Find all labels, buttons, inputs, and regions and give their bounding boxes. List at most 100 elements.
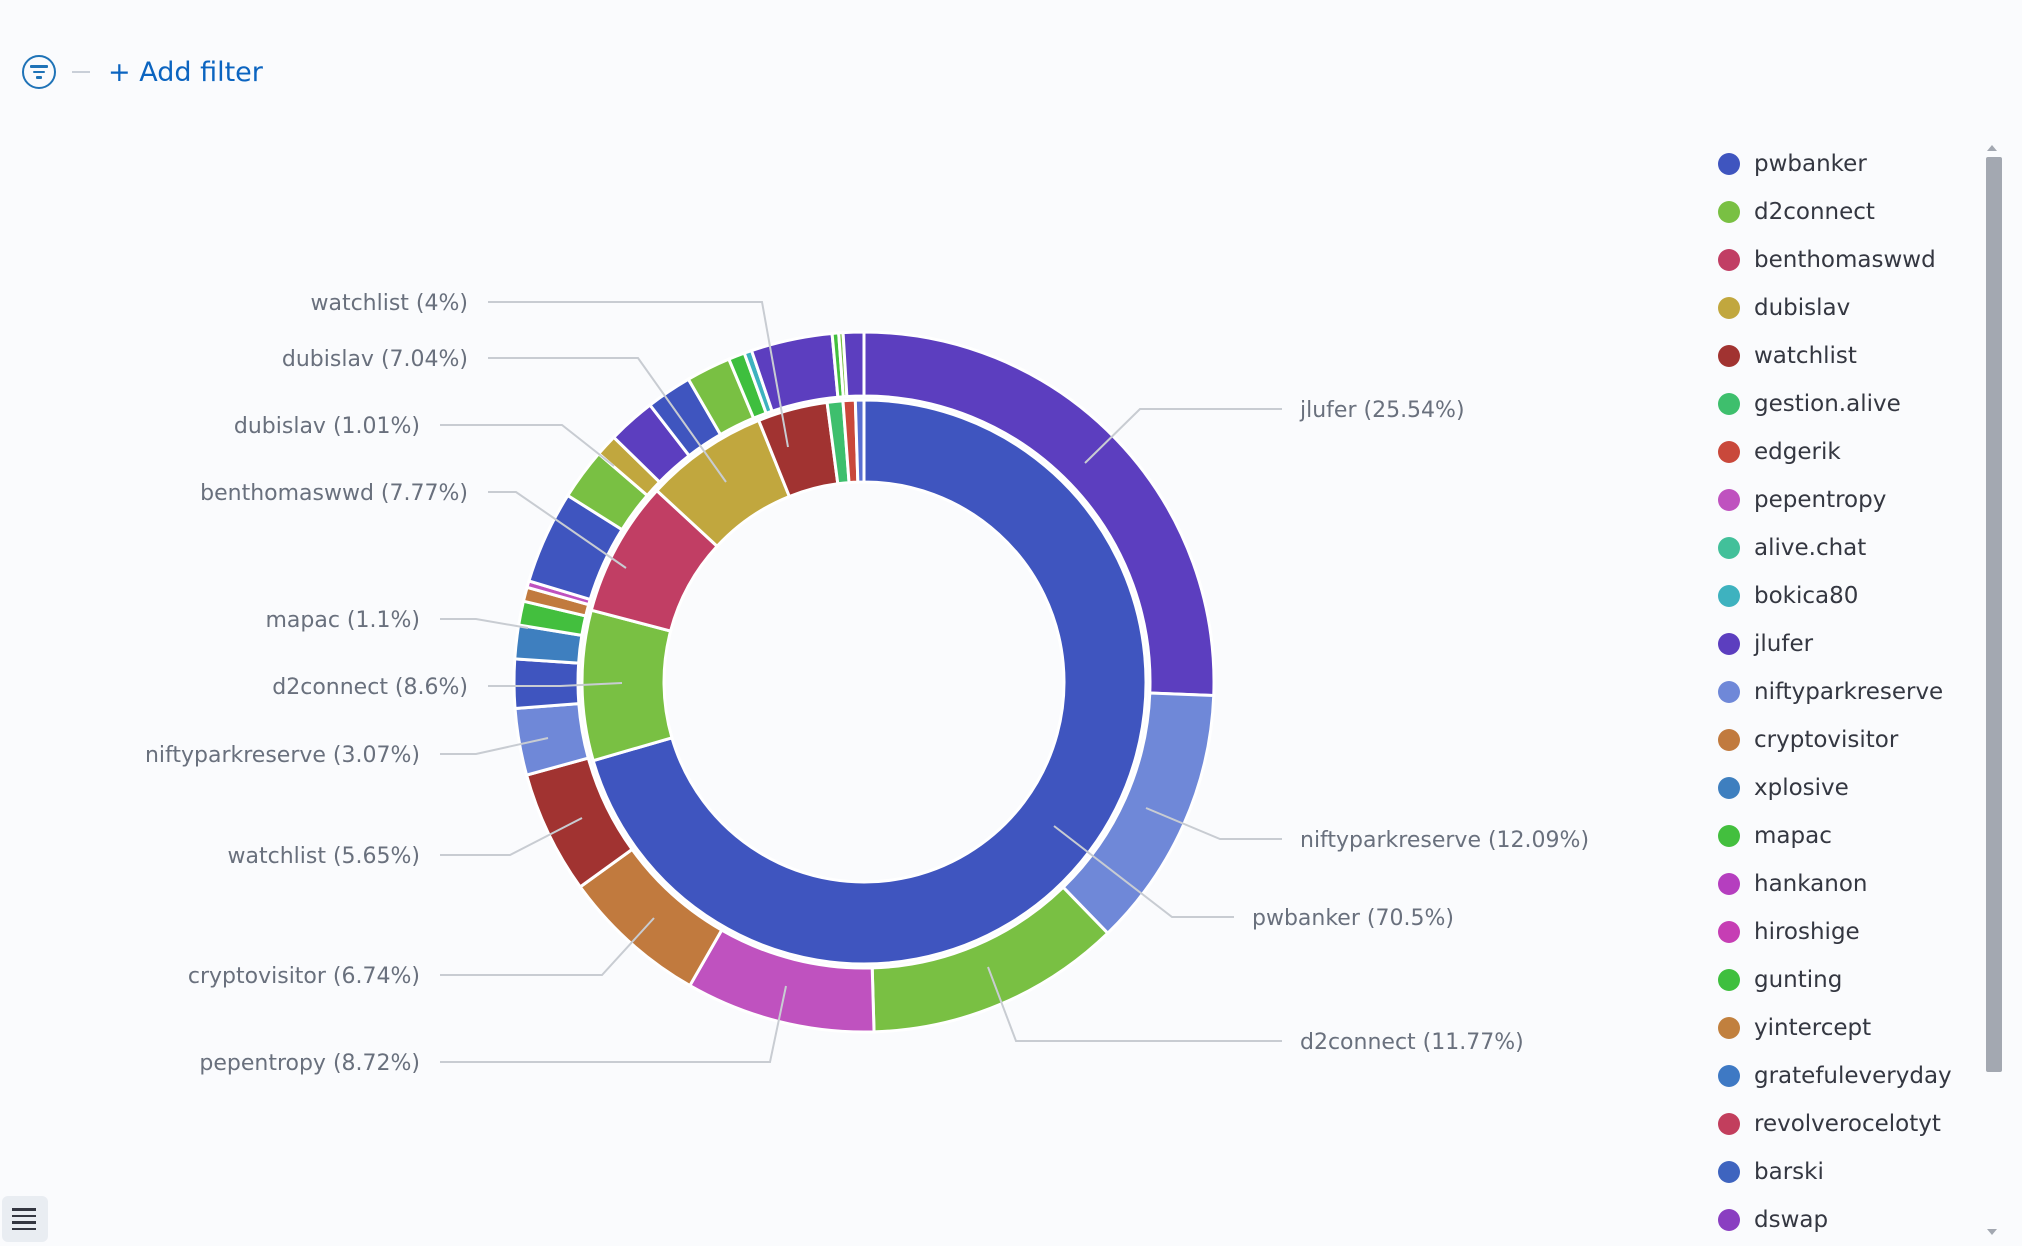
legend-label: gunting (1754, 967, 1843, 993)
legend-label: d2connect (1754, 199, 1875, 225)
callout-label: cryptovisitor (6.74%) (188, 964, 420, 989)
legend-color-dot (1718, 921, 1740, 943)
callout-leader-line (440, 737, 549, 755)
callout-label: pwbanker (70.5%) (1252, 906, 1454, 931)
legend-toggle-button[interactable] (2, 1196, 48, 1242)
legend-color-dot (1718, 441, 1740, 463)
legend-item[interactable]: mapac (1718, 812, 1968, 860)
legend-color-dot (1718, 873, 1740, 895)
legend-item[interactable]: yintercept (1718, 1004, 1968, 1052)
callout-leader-line (440, 424, 615, 467)
legend-label: hiroshige (1754, 919, 1860, 945)
legend-color-dot (1718, 489, 1740, 511)
scroll-up-arrow-icon[interactable] (1987, 145, 1997, 151)
legend-label: mapac (1754, 823, 1832, 849)
inner-slice-d2connect[interactable] (580, 608, 674, 763)
callout-label: watchlist (5.65%) (228, 844, 421, 869)
filter-separator (72, 71, 90, 73)
legend-item[interactable]: gratefuleveryday (1718, 1052, 1968, 1100)
callout-label: d2connect (8.6%) (272, 675, 468, 700)
legend-color-dot (1718, 729, 1740, 751)
legend-color-dot (1718, 153, 1740, 175)
callout-label: pepentropy (8.72%) (199, 1051, 420, 1076)
scroll-down-arrow-icon[interactable] (1987, 1229, 1997, 1235)
legend-item[interactable]: pwbanker (1718, 140, 1968, 188)
legend-color-dot (1718, 969, 1740, 991)
legend-label: jlufer (1754, 631, 1814, 657)
legend-color-dot (1718, 1017, 1740, 1039)
legend-color-dot (1718, 633, 1740, 655)
legend-label: gestion.alive (1754, 391, 1901, 417)
legend-color-dot (1718, 681, 1740, 703)
legend-item[interactable]: revolverocelotyt (1718, 1100, 1968, 1148)
callout-leader-line (440, 985, 787, 1063)
legend-item[interactable]: edgerik (1718, 428, 1968, 476)
legend-item[interactable]: hankanon (1718, 860, 1968, 908)
legend-color-dot (1718, 1065, 1740, 1087)
legend-item[interactable]: dswap (1718, 1196, 1968, 1244)
legend-color-dot (1718, 393, 1740, 415)
legend-label: watchlist (1754, 343, 1857, 369)
legend-item[interactable]: niftyparkreserve (1718, 668, 1968, 716)
callout-label: benthomaswwd (7.77%) (200, 481, 468, 506)
legend-color-dot (1718, 537, 1740, 559)
legend-item[interactable]: hiroshige (1718, 908, 1968, 956)
legend-item[interactable]: d2connect (1718, 188, 1968, 236)
legend-color-dot (1718, 825, 1740, 847)
legend-color-dot (1718, 297, 1740, 319)
legend-item[interactable]: gestion.alive (1718, 380, 1968, 428)
add-filter-button[interactable]: Add filter (108, 57, 263, 88)
legend-item[interactable]: pepentropy (1718, 476, 1968, 524)
legend-scrollbar[interactable] (1984, 145, 2004, 1235)
legend-label: dubislav (1754, 295, 1851, 321)
callout-leader-line (1145, 807, 1282, 840)
legend-item[interactable]: bokica80 (1718, 572, 1968, 620)
legend-item[interactable]: watchlist (1718, 332, 1968, 380)
legend-label: bokica80 (1754, 583, 1859, 609)
legend-item[interactable]: gunting (1718, 956, 1968, 1004)
callout-label: niftyparkreserve (12.09%) (1300, 828, 1589, 853)
legend-item[interactable]: alive.chat (1718, 524, 1968, 572)
legend-label: yintercept (1754, 1015, 1872, 1041)
legend-color-dot (1718, 1209, 1740, 1231)
legend-label: dswap (1754, 1207, 1829, 1233)
legend-item[interactable]: cryptovisitor (1718, 716, 1968, 764)
legend-color-dot (1718, 1161, 1740, 1183)
filter-icon[interactable] (22, 55, 56, 89)
legend-color-dot (1718, 201, 1740, 223)
legend-label: pwbanker (1754, 151, 1867, 177)
legend-color-dot (1718, 1113, 1740, 1135)
legend-label: barski (1754, 1159, 1824, 1185)
scroll-thumb[interactable] (1986, 157, 2002, 1072)
callout-leader-line (1053, 825, 1234, 918)
filter-bar: Add filter (22, 52, 263, 92)
legend-color-dot (1718, 249, 1740, 271)
legend-item[interactable]: xplosive (1718, 764, 1968, 812)
callout-label: dubislav (7.04%) (282, 347, 468, 372)
legend-item[interactable]: dubislav (1718, 284, 1968, 332)
inner-slice-pwbanker[interactable] (591, 398, 1148, 966)
legend-item[interactable]: barski (1718, 1148, 1968, 1196)
legend-label: niftyparkreserve (1754, 679, 1944, 705)
legend-label: edgerik (1754, 439, 1841, 465)
inner-slice--remaining-slices-[interactable] (853, 398, 866, 484)
chart-legend: pwbanker d2connect benthomaswwd dubislav wat… (1718, 140, 1968, 1244)
legend-color-dot (1718, 345, 1740, 367)
callout-leader-line (488, 491, 627, 569)
outer-slice-jlufer[interactable] (841, 330, 866, 399)
legend-color-dot (1718, 585, 1740, 607)
callout-leader-line (440, 917, 655, 976)
callout-label: watchlist (4%) (310, 291, 468, 316)
callout-leader-line (488, 682, 623, 687)
legend-item[interactable]: benthomaswwd (1718, 236, 1968, 284)
callout-label: niftyparkreserve (3.07%) (145, 743, 420, 768)
legend-label: revolverocelotyt (1754, 1111, 1941, 1137)
outer-slice-pwbanker[interactable] (512, 657, 581, 711)
callout-label: mapac (1.1%) (265, 608, 420, 633)
legend-item[interactable]: jlufer (1718, 620, 1968, 668)
legend-label: cryptovisitor (1754, 727, 1899, 753)
legend-label: pepentropy (1754, 487, 1887, 513)
callout-leader-line (987, 966, 1282, 1042)
callout-leader-line (488, 357, 727, 483)
legend-label: alive.chat (1754, 535, 1867, 561)
